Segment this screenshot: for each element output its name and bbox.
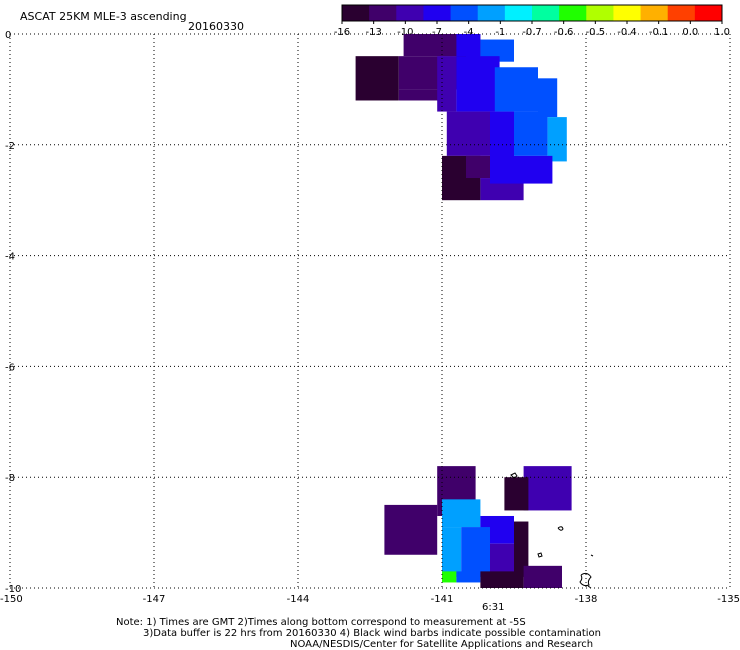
data-cell — [523, 565, 562, 588]
grid-lines — [9, 33, 731, 589]
colorbar-swatch — [369, 5, 397, 21]
colorbar-label: -7 — [432, 27, 442, 38]
colorbar-swatch — [477, 5, 506, 21]
colorbar-swatch — [667, 5, 696, 21]
note-line-1: Note: 1) Times are GMT 2)Times along bot… — [116, 617, 526, 628]
data-cell — [490, 155, 553, 184]
colorbar-swatch — [559, 5, 587, 21]
data-cell — [514, 111, 548, 156]
colorbar-label: -13 — [365, 27, 381, 38]
data-cell — [355, 56, 399, 101]
x-tick-label: -141 — [431, 594, 454, 605]
data-cell — [480, 571, 524, 588]
colorbar-swatch — [504, 5, 533, 21]
data-cell — [504, 477, 529, 511]
data-cell — [456, 571, 481, 583]
x-tick-label: -150 — [0, 594, 23, 605]
note-line-2: 3)Data buffer is 22 hrs from 20160330 4)… — [143, 628, 601, 639]
x-tick-label: -147 — [143, 594, 166, 605]
colorbar-swatch — [640, 5, 669, 21]
x-tick-label: -144 — [287, 594, 310, 605]
colorbar-label: -0.4 — [617, 27, 637, 38]
data-cell — [461, 527, 490, 577]
y-tick-label: 0 — [5, 30, 11, 41]
colorbar-label: -4 — [464, 27, 474, 38]
note-line-3: NOAA/NESDIS/Center for Satellite Applica… — [290, 639, 593, 650]
y-tick-label: -8 — [5, 473, 15, 484]
island-outlines — [510, 472, 594, 589]
colorbar-swatch — [342, 5, 370, 21]
time-marker: 6:31 — [482, 602, 504, 613]
heatmap-cells — [355, 34, 572, 588]
colorbar-swatch — [532, 5, 560, 21]
data-cell — [398, 89, 442, 101]
colorbar-label: -0.1 — [649, 27, 669, 38]
data-cell — [494, 67, 538, 112]
colorbar-swatch — [613, 5, 642, 21]
data-cell — [384, 504, 438, 555]
y-tick-label: -6 — [5, 362, 15, 373]
data-cell — [446, 111, 490, 156]
colorbar-label: -0.5 — [586, 27, 606, 38]
colorbar-label: -0.6 — [554, 27, 574, 38]
colorbar-label: -0.7 — [522, 27, 542, 38]
colorbar-swatch — [396, 5, 424, 21]
data-cell — [442, 571, 457, 583]
colorbar-swatch — [423, 5, 452, 21]
colorbar: -16 -13 -10 -7 -4 -1 -0.7 -0.6 -0.5 -0.4 -0.1 0.0 1.… — [334, 4, 730, 38]
colorbar-swatch — [450, 5, 479, 21]
map-title: ASCAT 25KM MLE-3 ascending — [20, 10, 187, 23]
y-tick-label: -2 — [5, 141, 15, 152]
x-tick-label: -135 — [717, 594, 740, 605]
colorbar-label: -1 — [495, 27, 505, 38]
y-tick-label: -10 — [5, 584, 21, 595]
y-tick-label: -4 — [5, 252, 15, 263]
colorbar-label: 1.0 — [714, 27, 730, 38]
map-date: 20160330 — [188, 20, 244, 33]
data-cell — [442, 499, 481, 528]
y-axis-labels: 0 -2 -4 -6 -8 -10 — [5, 30, 21, 595]
colorbar-label: 0.0 — [682, 27, 698, 38]
data-cell — [514, 521, 529, 577]
colorbar-label: -16 — [334, 27, 350, 38]
data-cell — [547, 117, 567, 162]
data-cell — [442, 527, 462, 577]
colorbar-swatch — [586, 5, 614, 21]
colorbar-swatch — [694, 5, 723, 21]
data-cell — [538, 78, 558, 118]
data-cell — [456, 56, 500, 112]
x-tick-label: -138 — [575, 594, 598, 605]
colorbar-label: -10 — [397, 27, 413, 38]
x-axis-labels: -150 -147 -144 -141 -138 -135 — [0, 594, 740, 605]
data-cell — [466, 155, 490, 179]
data-cell — [437, 56, 457, 112]
data-cell — [523, 466, 572, 511]
data-cell — [490, 111, 514, 162]
